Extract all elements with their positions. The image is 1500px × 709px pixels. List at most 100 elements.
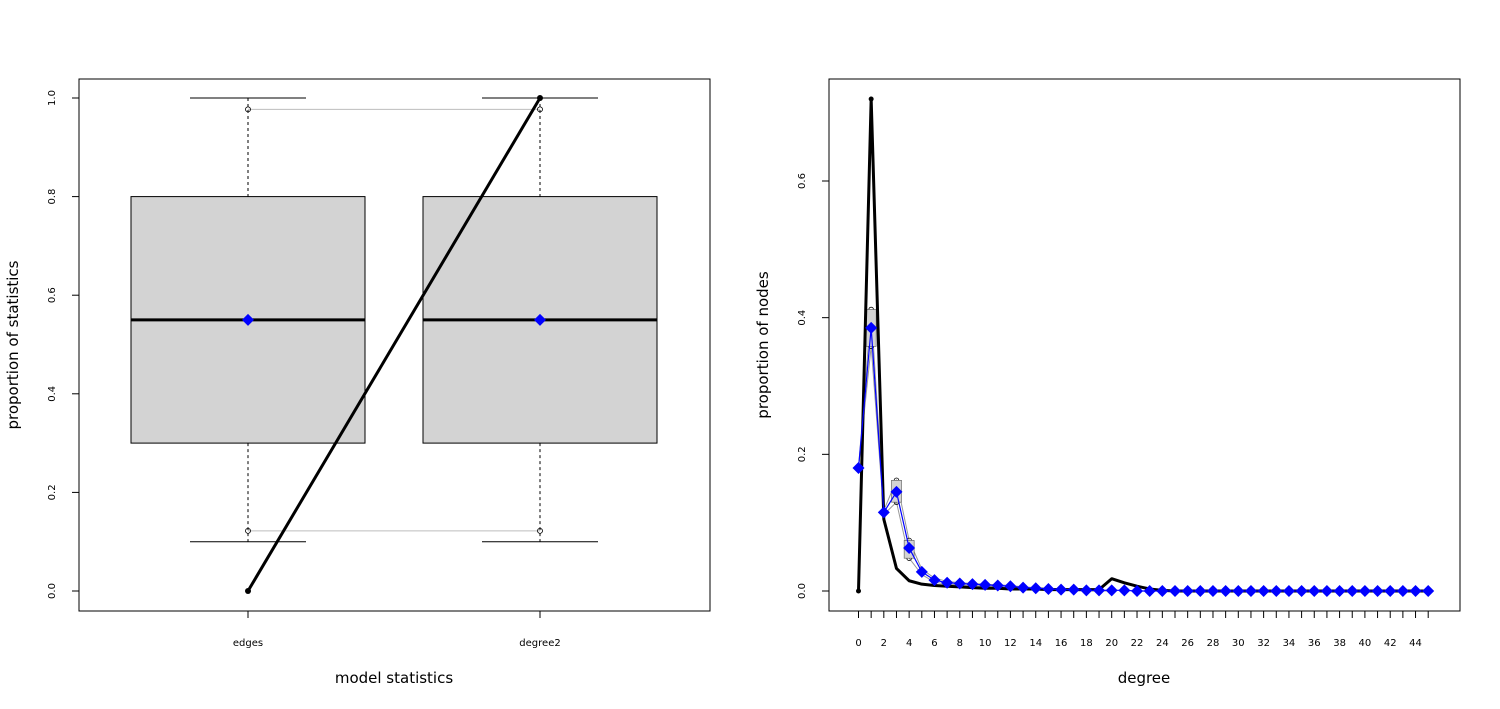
right-x-tick-label: 12: [1004, 638, 1017, 649]
right-x-tick-label: 2: [881, 638, 887, 649]
right-y-tick-label: 0.0: [797, 583, 808, 599]
right-x-tick-label: 6: [931, 638, 937, 649]
right-x-tick-label: 8: [957, 638, 963, 649]
left-y-tick-label: 0.6: [47, 287, 58, 303]
right-sim-mean-marker: [1409, 585, 1422, 597]
right-sim-mean-marker: [941, 576, 954, 589]
right-sim-mean-marker: [1358, 585, 1371, 597]
left-y-tick-label: 1.0: [47, 90, 58, 106]
right-x-tick-label: 22: [1131, 638, 1144, 649]
right-x-axis-title: degree: [1118, 669, 1171, 687]
right-sim-mean-marker: [903, 541, 916, 554]
right-sim-mean-marker: [1232, 585, 1245, 597]
right-sim-mean-marker: [1131, 585, 1144, 597]
right-sim-mean-marker: [915, 565, 928, 578]
right-x-tick-label: 44: [1409, 638, 1422, 649]
right-sim-mean-marker: [1244, 585, 1257, 597]
left-y-tick-label: 0.4: [47, 386, 58, 402]
right-y-tick-label: 0.4: [797, 310, 808, 326]
left-y-tick-label: 0.2: [47, 484, 58, 500]
right-sim-mean-marker: [890, 485, 903, 498]
right-sim-mean-marker: [1004, 580, 1017, 593]
right-observed-point: [856, 588, 861, 594]
right-sim-mean-marker: [966, 578, 979, 591]
left-observed-line: [246, 97, 542, 592]
right-sim-mean-marker: [1017, 581, 1030, 594]
right-sim-mean-marker: [1194, 585, 1207, 597]
right-sim-mean-marker: [1396, 585, 1409, 597]
right-x-tick-label: 4: [906, 638, 912, 649]
right-sim-mean-marker: [1143, 585, 1156, 597]
box-outlier-point: [537, 106, 543, 113]
right-sim-mean-marker: [1055, 583, 1068, 596]
right-sim-mean-marker: [1422, 585, 1435, 597]
right-x-tick-label: 30: [1232, 638, 1245, 649]
right-sim-mean-marker: [1206, 585, 1219, 597]
right-sim-mean-marker: [1118, 584, 1131, 597]
right-sim-mean-marker: [928, 574, 941, 587]
right-y-tick-label: 0.6: [797, 173, 808, 189]
box-mean-marker: [534, 313, 546, 326]
right-degree-panel: 0.00.20.40.60 2 4 6 8 10 12 14 16 18 20 22 24 26 28 30 3…: [797, 96, 1435, 649]
left-y-tick-label: 0.8: [47, 189, 58, 205]
right-x-tick-label: 0: [855, 638, 861, 649]
right-sim-mean-marker: [1371, 585, 1384, 597]
right-sim-mean-marker: [1282, 585, 1295, 597]
right-sim-mean-marker: [1181, 585, 1194, 597]
right-x-tick-label: 42: [1384, 638, 1397, 649]
sim-lower-line: [858, 346, 1112, 592]
right-sim-mean-marker: [1029, 582, 1042, 595]
right-sim-mean-marker: [1219, 585, 1232, 597]
box-outlier-point: [537, 527, 543, 534]
left-x-axis-title: model statistics: [335, 669, 454, 687]
right-sim-mean-marker: [1093, 584, 1106, 597]
left-x-tick-label: degree2: [519, 638, 560, 649]
right-x-tick-label: 32: [1257, 638, 1270, 649]
right-x-tick-label: 36: [1308, 638, 1321, 649]
right-x-tick-label: 40: [1359, 638, 1372, 649]
right-sim-mean-marker: [979, 578, 992, 591]
right-x-tick-label: 16: [1055, 638, 1068, 649]
right-sim-mean-marker: [991, 579, 1004, 592]
right-x-tick-label: 38: [1333, 638, 1346, 649]
right-sim-mean-marker: [852, 462, 865, 474]
left-observed-point: [245, 588, 251, 594]
right-observed-line: [857, 97, 1429, 593]
right-sim-mean-line: [857, 327, 1429, 592]
left-x-tick-label: edges: [233, 638, 263, 649]
left-plot-frame: [78, 78, 711, 612]
right-sim-mean-marker: [1042, 582, 1055, 595]
right-sim-mean-marker: [877, 506, 890, 519]
right-sim-mean-marker: [1257, 585, 1270, 597]
right-sim-mean-marker: [1270, 585, 1283, 597]
right-x-tick-label: 24: [1156, 638, 1169, 649]
sim-upper-line: [858, 309, 1112, 591]
right-sim-mean-marker: [1346, 585, 1359, 597]
box-outlier-point: [245, 527, 251, 534]
right-sim-mean-marker: [1105, 584, 1118, 597]
right-x-tick-label: 18: [1080, 638, 1093, 649]
right-y-axis-title: proportion of nodes: [754, 271, 772, 419]
right-sim-mean-marker: [1067, 583, 1080, 596]
right-sim-mean-marker: [1156, 585, 1169, 597]
right-x-tick-label: 10: [979, 638, 992, 649]
right-sim-mean-marker: [1295, 585, 1308, 597]
right-x-tick-label: 28: [1207, 638, 1220, 649]
right-observed-point: [868, 96, 874, 102]
right-x-tick-label: 26: [1181, 638, 1194, 649]
right-sim-mean-marker: [1384, 585, 1397, 597]
right-sim-mean-marker: [1169, 585, 1181, 597]
left-boxplot-panel: 0.0 0.2 0.4 0.6 0.8 1.0 edges degree2: [47, 90, 658, 649]
right-x-tick-label: 20: [1105, 638, 1118, 649]
right-sim-mean-marker: [1080, 584, 1093, 597]
left-y-tick-label: 0.0: [47, 583, 58, 599]
right-plot-frame: [828, 78, 1461, 612]
right-sim-mean-marker: [1333, 585, 1346, 597]
box-mean-marker: [242, 313, 254, 326]
right-x-tick-label: 14: [1029, 638, 1042, 649]
right-sim-mean-marker: [865, 321, 878, 334]
right-y-tick-label: 0.2: [797, 446, 808, 462]
right-x-tick-label: 34: [1283, 638, 1296, 649]
right-sim-mean-marker: [1320, 585, 1333, 597]
